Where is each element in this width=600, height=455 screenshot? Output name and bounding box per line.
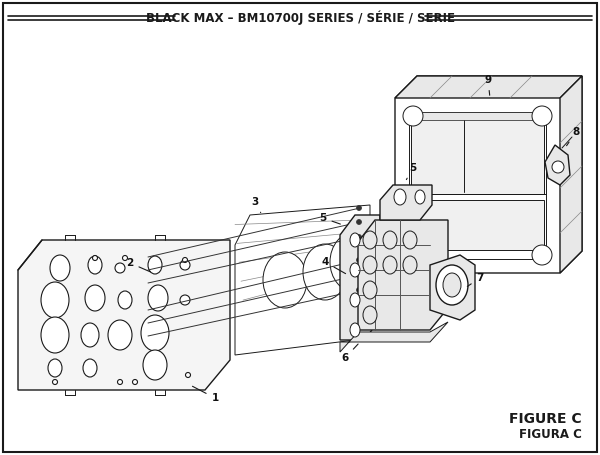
Text: 5: 5 xyxy=(319,213,340,224)
Ellipse shape xyxy=(363,281,377,299)
Text: 8: 8 xyxy=(566,127,580,146)
Ellipse shape xyxy=(394,189,406,205)
Ellipse shape xyxy=(356,288,361,293)
Ellipse shape xyxy=(383,231,397,249)
Polygon shape xyxy=(380,185,432,220)
Ellipse shape xyxy=(143,350,167,380)
Ellipse shape xyxy=(148,285,168,311)
Ellipse shape xyxy=(350,263,360,277)
Polygon shape xyxy=(411,112,544,120)
Ellipse shape xyxy=(443,273,461,297)
Text: FIGURA C: FIGURA C xyxy=(519,428,582,441)
Text: 1: 1 xyxy=(193,386,218,403)
Ellipse shape xyxy=(350,323,360,337)
Text: 2: 2 xyxy=(127,258,151,272)
Ellipse shape xyxy=(350,293,360,307)
Text: BLACK MAX – BM10700J SERIES / SÉRIE / SERIE: BLACK MAX – BM10700J SERIES / SÉRIE / SE… xyxy=(146,11,455,25)
Text: 4: 4 xyxy=(322,257,346,273)
Polygon shape xyxy=(430,255,475,320)
Ellipse shape xyxy=(263,252,307,308)
Text: 3: 3 xyxy=(251,197,260,212)
Ellipse shape xyxy=(50,255,70,281)
Ellipse shape xyxy=(148,256,162,274)
Ellipse shape xyxy=(118,379,122,384)
Ellipse shape xyxy=(363,256,377,274)
Polygon shape xyxy=(18,240,230,390)
Ellipse shape xyxy=(141,315,169,351)
Ellipse shape xyxy=(118,291,132,309)
Ellipse shape xyxy=(122,256,128,261)
Ellipse shape xyxy=(330,232,380,292)
Ellipse shape xyxy=(83,359,97,377)
Ellipse shape xyxy=(85,285,105,311)
Ellipse shape xyxy=(81,323,99,347)
Ellipse shape xyxy=(363,231,377,249)
Ellipse shape xyxy=(53,379,58,384)
Text: 5: 5 xyxy=(406,163,416,180)
Ellipse shape xyxy=(48,359,62,377)
Polygon shape xyxy=(395,76,582,98)
Text: 6: 6 xyxy=(341,344,358,363)
Polygon shape xyxy=(235,205,370,355)
Text: 9: 9 xyxy=(484,75,491,95)
Ellipse shape xyxy=(350,233,360,247)
Ellipse shape xyxy=(88,256,102,274)
Ellipse shape xyxy=(41,317,69,353)
Ellipse shape xyxy=(356,273,361,278)
Bar xyxy=(411,200,544,250)
Ellipse shape xyxy=(182,258,187,263)
Polygon shape xyxy=(358,220,448,330)
Ellipse shape xyxy=(133,379,137,384)
Ellipse shape xyxy=(180,295,190,305)
Ellipse shape xyxy=(92,256,97,261)
Ellipse shape xyxy=(532,106,552,126)
Ellipse shape xyxy=(356,258,361,263)
Ellipse shape xyxy=(436,265,468,305)
Ellipse shape xyxy=(383,256,397,274)
Ellipse shape xyxy=(41,282,69,318)
Ellipse shape xyxy=(108,320,132,350)
Text: 7: 7 xyxy=(467,273,484,287)
Ellipse shape xyxy=(403,256,417,274)
Ellipse shape xyxy=(363,306,377,324)
Ellipse shape xyxy=(115,263,125,273)
Ellipse shape xyxy=(403,245,423,265)
Ellipse shape xyxy=(532,245,552,265)
Ellipse shape xyxy=(552,161,564,173)
Bar xyxy=(411,114,544,194)
Polygon shape xyxy=(395,76,582,273)
Polygon shape xyxy=(545,145,570,185)
Ellipse shape xyxy=(180,260,190,270)
Ellipse shape xyxy=(356,219,361,224)
Ellipse shape xyxy=(303,244,347,300)
Ellipse shape xyxy=(415,190,425,204)
Ellipse shape xyxy=(403,106,423,126)
Ellipse shape xyxy=(356,206,361,211)
Polygon shape xyxy=(340,215,380,340)
Polygon shape xyxy=(340,322,448,352)
Ellipse shape xyxy=(356,234,361,239)
Polygon shape xyxy=(409,112,546,259)
Text: FIGURE C: FIGURE C xyxy=(509,412,582,426)
Ellipse shape xyxy=(185,373,191,378)
Ellipse shape xyxy=(403,231,417,249)
Polygon shape xyxy=(560,76,582,273)
